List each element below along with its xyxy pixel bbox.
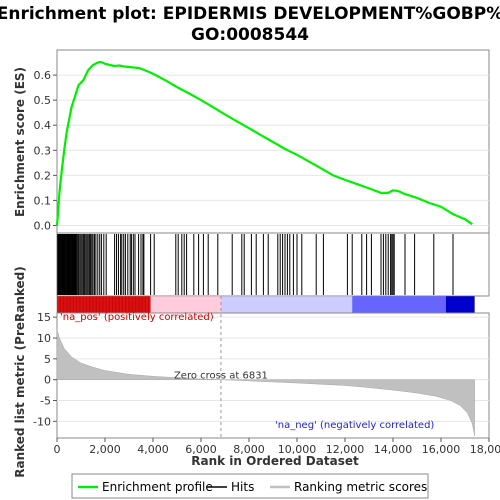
hits-marks [57, 234, 454, 295]
pos-label: 'na_pos' (positively correlated) [60, 312, 214, 323]
x-tick-label: 18,000 [470, 443, 500, 456]
zero-cross-label: Zero cross at 6831 [174, 371, 268, 382]
es-axis: 0.0 0.1 0.2 0.3 0.4 0.5 0.6 [34, 69, 57, 232]
es-tick-label: 0.2 [34, 169, 52, 182]
es-tick-label: 0.1 [34, 194, 52, 207]
legend-box [71, 473, 429, 499]
x-tick-label: 0 [54, 443, 61, 456]
rank-color-bar [56, 295, 475, 314]
metric-axis: 15 10 5 0 -5 -10 [33, 311, 57, 428]
rank-bar-segment [352, 296, 446, 313]
metric-tick-label: 10 [37, 332, 51, 345]
metric-tick-label: 15 [37, 311, 51, 324]
es-tick-label: 0.6 [34, 69, 52, 82]
enrichment-profile-line [55, 60, 473, 226]
x-tick-label: 10,000 [278, 443, 317, 456]
x-tick-label: 12,000 [326, 443, 365, 456]
es-grid [57, 74, 489, 226]
es-tick-label: 0.5 [34, 94, 52, 107]
es-tick-label: 0.4 [34, 119, 52, 132]
x-tick-label: 6,000 [185, 443, 217, 456]
ranking-metric-area [56, 329, 475, 436]
x-tick-label: 4,000 [137, 443, 169, 456]
x-tick-label: 16,000 [422, 443, 461, 456]
es-tick-label: 0.3 [34, 144, 52, 157]
neg-label: 'na_neg' (negatively correlated) [275, 420, 434, 431]
x-tick-label: 14,000 [374, 443, 413, 456]
rank-bar-segment [445, 296, 475, 313]
legend-enrichment-label: Enrichment profile [102, 480, 213, 494]
chart-title-line1: Enrichment plot: EPIDERMIS DEVELOPMENT%G… [0, 4, 500, 24]
x-tick-label: 8,000 [233, 443, 265, 456]
hits-panel [56, 232, 490, 297]
metric-tick-label: -5 [40, 395, 51, 408]
es-tick-label: 0.0 [34, 219, 52, 232]
metric-tick-label: 5 [44, 353, 51, 366]
metric-tick-label: -10 [33, 415, 51, 428]
rank-bar-segment [150, 296, 221, 313]
es-y-axis-label: Enrichment score (ES) [13, 67, 27, 217]
x-axis: 0 2,000 4,000 6,000 8,000 10,000 12,000 14,000 1… [54, 438, 500, 456]
rank-bar-segment [220, 296, 353, 313]
x-axis-label: Rank in Ordered Dataset [191, 454, 359, 468]
x-tick-label: 2,000 [89, 443, 121, 456]
chart-title-line2: GO:0008544 [191, 25, 309, 45]
legend-hits-label: Hits [231, 480, 254, 494]
metric-tick-label: 0 [44, 374, 51, 387]
rank-bar-segment [57, 296, 151, 313]
legend-metric-label: Ranking metric scores [294, 480, 427, 494]
metric-y-axis-label: Ranked list metric (PreRanked) [13, 266, 27, 478]
